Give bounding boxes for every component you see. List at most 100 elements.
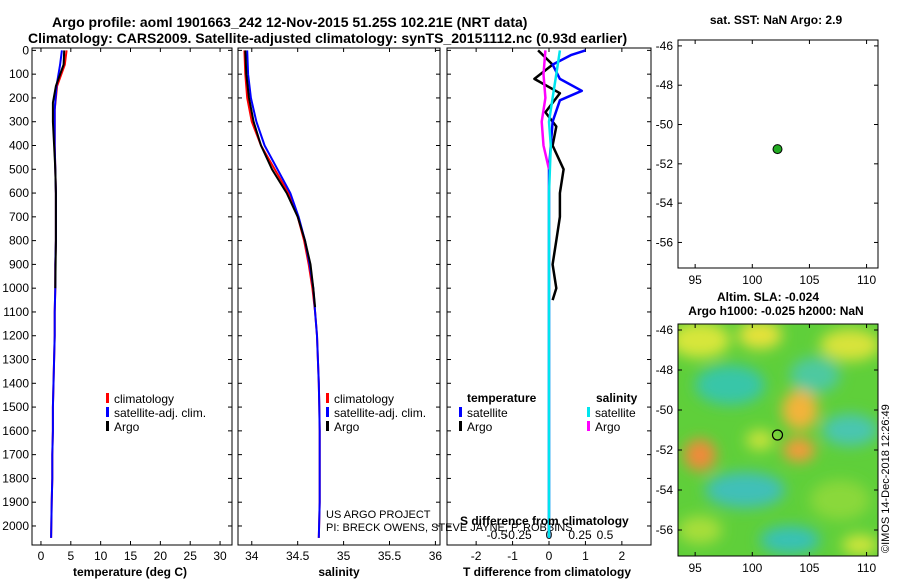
- temperature-tick-label: 5: [67, 549, 74, 563]
- temperature-xlabel: temperature (deg C): [73, 565, 187, 579]
- legend-satellite-swatch: [326, 407, 329, 417]
- lat-tick-label: -54: [656, 196, 674, 210]
- salinity-xlabel: salinity: [318, 565, 360, 579]
- sst-map-axes: 95 100 105 110 -46 -48 -50 -52 -54 -56: [656, 39, 878, 287]
- legend-satellite-label: satellite-adj. clim.: [114, 406, 206, 420]
- lat-tick-label: -56: [656, 235, 674, 249]
- sla-blob: [738, 324, 782, 349]
- temperature-tick-label: 10: [94, 549, 108, 563]
- lat-tick-label: -52: [656, 443, 674, 457]
- sla-blob: [746, 430, 774, 450]
- sst-map: sat. SST: NaN Argo: 2.9 95 100 105 110 -46 -4…: [656, 13, 879, 287]
- legend-argo-label: Argo: [114, 420, 140, 434]
- sla-map-title: Altim. SLA: -0.024: [717, 290, 819, 304]
- depth-tick-label: 800: [9, 234, 29, 248]
- sla-blob: [678, 516, 722, 544]
- legend-argo-label: Argo: [334, 420, 360, 434]
- lon-tick-label: 100: [742, 561, 762, 575]
- s-difference-tick-label: 0.5: [597, 528, 614, 542]
- sla-map-frame: [677, 323, 879, 557]
- difference-legend: temperature satellite Argo salinity sate…: [459, 391, 638, 434]
- sla-anomaly-blobs: [678, 324, 878, 555]
- depth-tick-label: 2000: [2, 519, 29, 533]
- salinity-tick-label: 34: [245, 549, 259, 563]
- legend-sal-satellite-swatch: [587, 407, 590, 417]
- sla-map-subtitle: Argo h1000: -0.025 h2000: NaN: [688, 304, 863, 318]
- legend-climatology-swatch: [326, 393, 329, 403]
- salinity-legend: climatology satellite-adj. clim. Argo: [326, 392, 426, 434]
- sla-blob: [810, 480, 870, 520]
- lon-tick-label: 105: [799, 561, 819, 575]
- legend-climatology-label: climatology: [114, 392, 174, 406]
- lon-tick-label: 110: [857, 273, 876, 287]
- salinity-plot-frame: [237, 47, 441, 546]
- lon-tick-label: 95: [688, 561, 702, 575]
- s-difference-tick-label: 0.25: [568, 528, 592, 542]
- salinity-tick-label: 34.5: [286, 549, 310, 563]
- argo-position-ring: [771, 429, 784, 441]
- legend-temp-satellite-label: satellite: [467, 406, 508, 420]
- argo-position-marker: [772, 144, 783, 155]
- difference-tick-label: -2: [471, 549, 482, 563]
- temperature-tick-label: 30: [213, 549, 227, 563]
- sla-blob: [705, 472, 785, 508]
- lon-tick-label: 100: [742, 273, 762, 287]
- temperature-legend: climatology satellite-adj. clim. Argo: [106, 392, 206, 434]
- sla-map-axes: 95 100 105 110 -46 -48 -50 -52 -54 -56: [656, 323, 878, 575]
- depth-tick-label: 1800: [2, 471, 29, 485]
- depth-tick-label: 1500: [2, 400, 29, 414]
- temperature-tick-label: 25: [184, 549, 198, 563]
- lat-tick-label: -52: [656, 157, 674, 171]
- difference-tick-label: 0: [546, 549, 553, 563]
- figure-subtitle: Climatology: CARS2009. Satellite-adjuste…: [28, 30, 627, 46]
- lon-tick-label: 95: [688, 273, 702, 287]
- sla-blob: [695, 365, 765, 405]
- s-difference-tick-label: -0.5: [487, 528, 508, 542]
- depth-tick-label: 100: [9, 67, 29, 81]
- temperature-series-2: [51, 50, 66, 289]
- lat-tick-label: -54: [656, 483, 674, 497]
- difference-series-3: [540, 50, 551, 170]
- difference-lines: [533, 49, 586, 538]
- sst-map-title: sat. SST: NaN Argo: 2.9: [710, 13, 843, 27]
- lon-tick-label: 110: [857, 561, 876, 575]
- depth-tick-label: 1000: [2, 281, 29, 295]
- sla-blob: [842, 535, 878, 555]
- depth-tick-label: 1400: [2, 376, 29, 390]
- sla-blob: [783, 438, 815, 462]
- sla-blob: [684, 439, 716, 471]
- salinity-panel: 34 34.5 35 35.5 36 climatology satellite-adj…: [237, 47, 573, 579]
- figure-title: Argo profile: aoml 1901663_242 12-Nov-20…: [52, 14, 527, 30]
- difference-series-1: [533, 49, 565, 301]
- legend-satellite-swatch: [106, 407, 109, 417]
- temperature-tick-label: 20: [154, 549, 168, 563]
- legend-sal-argo-label: Argo: [595, 420, 621, 434]
- lat-tick-label: -50: [656, 403, 674, 417]
- depth-tick-label: 1700: [2, 448, 29, 462]
- sla-heatmap: [678, 324, 878, 556]
- sla-blob: [790, 357, 840, 393]
- lat-tick-label: -50: [656, 118, 674, 132]
- s-difference-label: S difference from climatology: [460, 514, 629, 528]
- lat-tick-label: -48: [656, 363, 674, 377]
- sla-blob: [822, 414, 878, 446]
- depth-tick-label: 1900: [2, 495, 29, 509]
- legend-satellite-label: satellite-adj. clim.: [334, 406, 426, 420]
- depth-tick-label: 300: [9, 115, 29, 129]
- temperature-tick-label: 0: [38, 549, 45, 563]
- temperature-x-axis: 0 5 10 15 20 25 30: [38, 48, 227, 563]
- depth-tick-label: 1100: [3, 305, 29, 319]
- lat-tick-label: -48: [656, 78, 674, 92]
- difference-tick-label: -1: [507, 549, 518, 563]
- lat-tick-label: -46: [656, 323, 674, 337]
- difference-tick-label: 2: [619, 549, 626, 563]
- credit-project: US ARGO PROJECT: [326, 509, 431, 521]
- temperature-plot-frame: [31, 47, 233, 546]
- salinity-tick-label: 35.5: [378, 549, 402, 563]
- depth-tick-label: 200: [9, 91, 29, 105]
- sla-blob: [782, 390, 818, 430]
- temperature-tick-label: 15: [124, 549, 138, 563]
- t-difference-xlabel: T difference from climatology: [463, 565, 631, 579]
- legend-temp-argo-swatch: [459, 421, 462, 431]
- difference-x-axis: -2 -1 0 1 2-0.5-0.25 0 0.25 0.5: [447, 48, 651, 563]
